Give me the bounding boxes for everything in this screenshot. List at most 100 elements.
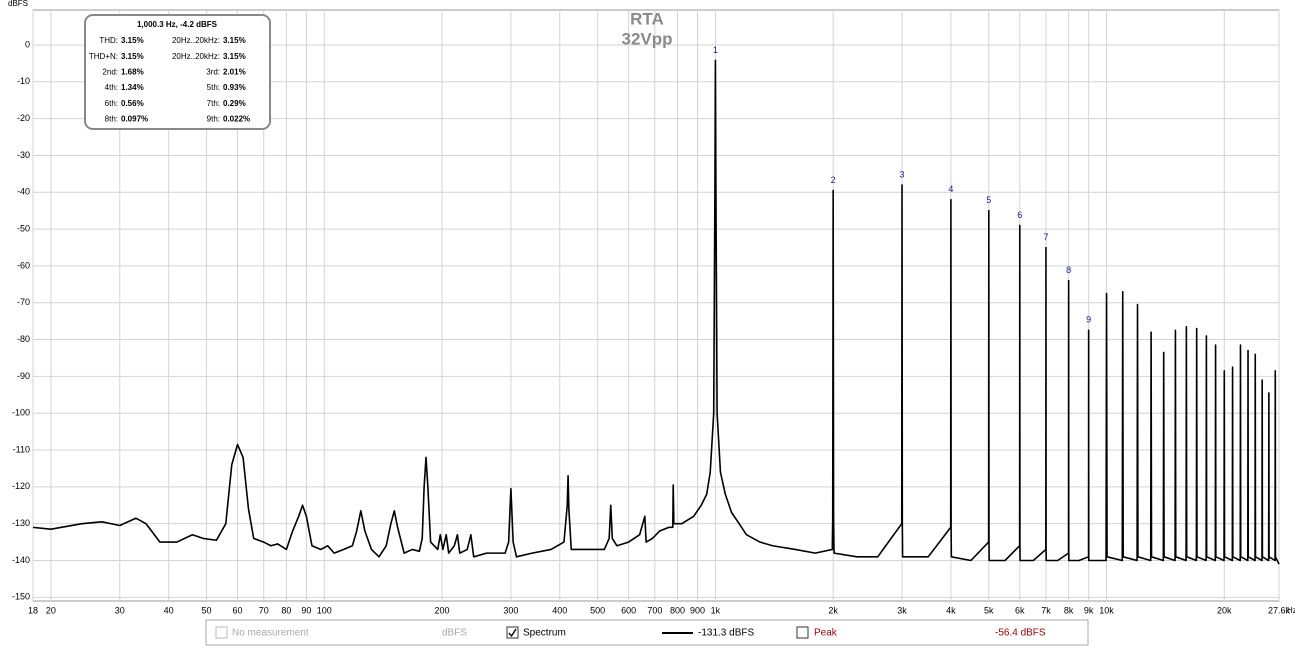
y-tick-label: -60: [17, 260, 30, 270]
y-tick-label: 0: [25, 39, 30, 49]
x-tick-label: 1k: [711, 605, 721, 615]
y-tick-label: -10: [17, 76, 30, 86]
x-tick-label: 70: [259, 605, 269, 615]
info-label: 2nd:: [102, 68, 118, 77]
peak-reading: -56.4 dBFS: [995, 628, 1046, 639]
peak-checkbox[interactable]: [796, 626, 809, 639]
info-box-frame: [84, 14, 271, 130]
x-tick-label: 900: [690, 605, 705, 615]
info-value: 0.022%: [223, 115, 250, 124]
x-tick-label: 200: [435, 605, 450, 615]
chart-title: RTA: [630, 9, 664, 28]
harmonic-label: 6: [1017, 210, 1022, 220]
x-tick-label: 30: [115, 605, 125, 615]
info-value: 2.01%: [223, 68, 246, 77]
x-tick-label: 300: [503, 605, 518, 615]
y-tick-label: -140: [12, 555, 30, 565]
harmonic-label: 2: [831, 175, 836, 185]
info-value: 1.34%: [121, 83, 144, 92]
info-label: THD+N:: [89, 52, 118, 61]
x-tick-label: 6k: [1015, 605, 1025, 615]
x-tick-label: 90: [301, 605, 311, 615]
x-tick-label: 5k: [984, 605, 994, 615]
control-bar: No measurement dBFS Spectrum -131.3 dBFS…: [205, 619, 1089, 646]
info-value: 1.68%: [121, 68, 144, 77]
info-value: 0.29%: [223, 99, 246, 108]
y-tick-label: -80: [17, 334, 30, 344]
y-tick-label: -20: [17, 113, 30, 123]
x-tick-label: 50: [202, 605, 212, 615]
y-tick-label: -120: [12, 481, 30, 491]
x-tick-label: 60: [233, 605, 243, 615]
y-tick-label: -100: [12, 408, 30, 418]
x-tick-label: 9k: [1084, 605, 1094, 615]
info-label: 20Hz..20kHz:: [172, 36, 220, 45]
peak-label: Peak: [814, 628, 838, 639]
measurement-unit: dBFS: [442, 628, 467, 639]
info-label: 20Hz..20kHz:: [172, 52, 220, 61]
info-value: 0.56%: [121, 99, 144, 108]
spectrum-label: Spectrum: [523, 628, 566, 639]
info-value: 3.15%: [121, 52, 144, 61]
chart-subtitle: 32Vpp: [621, 29, 672, 48]
x-tick-label: 2k: [828, 605, 838, 615]
y-axis-label: dBFS: [8, 0, 28, 8]
x-tick-label: 3k: [897, 605, 907, 615]
x-tick-label: 500: [590, 605, 605, 615]
x-tick-label: 800: [670, 605, 685, 615]
y-tick-label: -70: [17, 297, 30, 307]
info-label: 6th:: [105, 99, 118, 108]
harmonic-label: 8: [1066, 265, 1071, 275]
harmonic-label: 5: [986, 195, 991, 205]
harmonic-label: 7: [1043, 232, 1048, 242]
x-tick-label: 100: [317, 605, 332, 615]
info-label: THD:: [99, 36, 118, 45]
y-tick-label: -50: [17, 223, 30, 233]
x-tick-label: 20: [46, 605, 56, 615]
info-value: 3.15%: [121, 36, 144, 45]
y-tick-label: -90: [17, 371, 30, 381]
measurement-label: No measurement: [232, 628, 309, 639]
y-tick-label: -40: [17, 187, 30, 197]
spectrum-checkbox[interactable]: [506, 626, 519, 639]
harmonic-label: 4: [948, 184, 953, 194]
x-tick-label: 18: [28, 605, 38, 615]
y-tick-label: -30: [17, 150, 30, 160]
x-tick-label: 27.6k: [1268, 605, 1291, 615]
harmonic-label: 3: [900, 169, 905, 179]
x-tick-label: 80: [281, 605, 291, 615]
y-tick-label: -110: [13, 444, 30, 454]
x-tick-label: 20k: [1217, 605, 1232, 615]
info-value: 3.15%: [223, 36, 246, 45]
info-value: 3.15%: [223, 52, 246, 61]
x-tick-label: 400: [552, 605, 567, 615]
harmonic-label: 9: [1086, 315, 1091, 325]
x-axis-label: Hz: [1287, 606, 1295, 615]
info-label: 3rd:: [206, 68, 220, 77]
x-tick-label: 40: [164, 605, 174, 615]
info-box: 1,000.3 Hz, -4.2 dBFS THD: 3.15% 20Hz..20k…: [84, 14, 271, 130]
info-label: 5th:: [207, 83, 220, 92]
info-title: 1,000.3 Hz, -4.2 dBFS: [137, 20, 218, 29]
x-tick-label: 600: [621, 605, 636, 615]
spectrum-checkbox-tick: [508, 628, 517, 638]
info-label: 7th:: [207, 99, 220, 108]
info-label: 4th:: [105, 83, 118, 92]
x-tick-label: 10k: [1099, 605, 1114, 615]
info-value: 0.097%: [121, 115, 148, 124]
x-tick-label: 700: [647, 605, 662, 615]
measurement-checkbox[interactable]: [215, 626, 228, 639]
info-label: 8th:: [105, 115, 118, 124]
spectrum-reading: -131.3 dBFS: [698, 628, 754, 639]
y-tick-label: -150: [12, 592, 30, 602]
harmonic-label: 1: [713, 45, 718, 55]
x-tick-label: 7k: [1041, 605, 1051, 615]
info-value: 0.93%: [223, 83, 246, 92]
control-bar-frame: [205, 619, 1089, 646]
info-label: 9th:: [207, 115, 220, 124]
spectrum-line: [32, 59, 1280, 565]
y-tick-label: -130: [12, 518, 30, 528]
x-tick-label: 4k: [946, 605, 956, 615]
x-tick-label: 8k: [1064, 605, 1074, 615]
